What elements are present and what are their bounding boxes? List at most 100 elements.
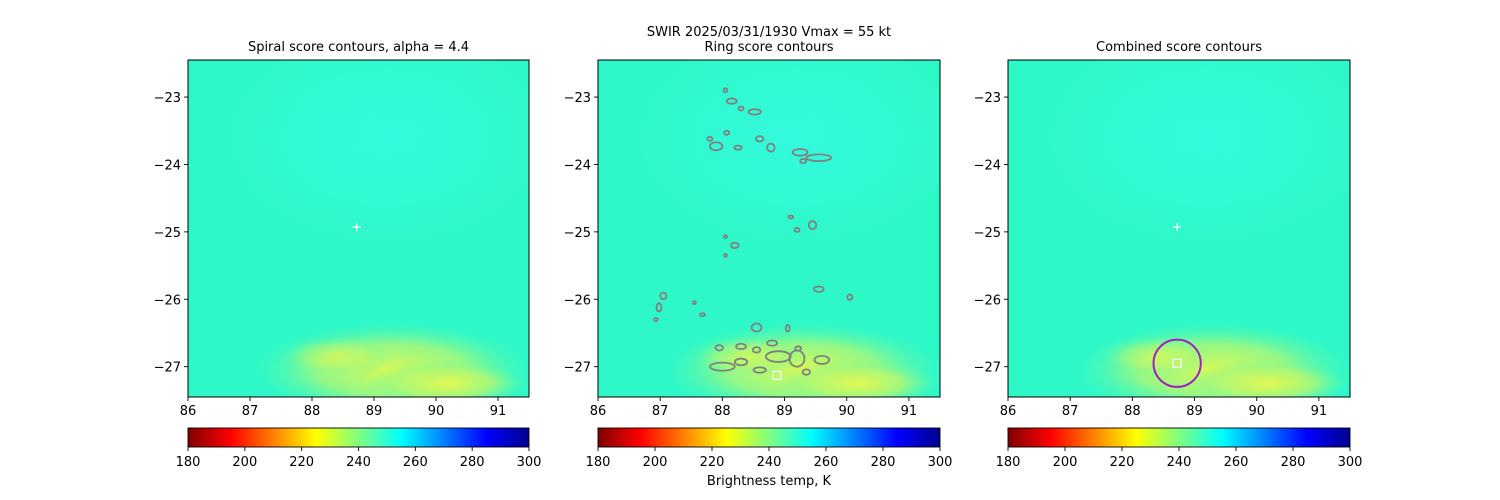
x-tick-label: 86 <box>180 404 197 419</box>
contour-blob <box>659 291 668 301</box>
colorbar-tick-label: 180 <box>176 455 201 470</box>
y-tick-label: −26 <box>974 293 1001 308</box>
y-tick-label: −26 <box>564 293 591 308</box>
contour-blob <box>788 349 806 368</box>
field-cool-region <box>1045 60 1350 246</box>
x-tick-label: 90 <box>838 404 855 419</box>
colorbar-label: Brightness temp, K <box>707 474 832 489</box>
contour-blob <box>709 141 724 152</box>
contour-blob <box>691 300 697 306</box>
contour-blob <box>755 135 765 143</box>
contour-blob <box>764 350 792 363</box>
ring-contours <box>653 87 854 376</box>
contour-blob <box>846 293 854 301</box>
axes-frame <box>1007 59 1351 398</box>
contour-blob <box>733 357 749 367</box>
center-plus-marker <box>352 223 361 232</box>
colorbar-tick-label: 220 <box>289 455 314 470</box>
center-square-marker <box>772 370 782 381</box>
colorbar-tick-label: 240 <box>346 455 371 470</box>
contour-blob <box>801 368 811 376</box>
x-tick-label: 88 <box>714 404 731 419</box>
panel-title: Ring score contours <box>704 40 833 55</box>
colorbar-tick-label: 260 <box>814 455 839 470</box>
contour-blob <box>807 220 818 231</box>
contour-blob <box>725 97 738 105</box>
contour-blob <box>714 344 724 352</box>
contour-blob <box>813 354 831 365</box>
colorbar-tick-label: 300 <box>928 455 953 470</box>
y-tick-label: −27 <box>154 361 181 376</box>
field-warm-core <box>367 359 529 397</box>
contour-blob <box>784 323 791 333</box>
colorbar-tick-label: 300 <box>1338 455 1363 470</box>
contour-blob <box>747 108 762 116</box>
colorbar-tick-label: 280 <box>871 455 896 470</box>
y-tick-label: −23 <box>564 91 591 106</box>
x-tick-label: 86 <box>590 404 607 419</box>
panel-1: Spiral score contours, alpha = 4.4 86 87 88… <box>154 40 530 419</box>
colorbar-tick-label: 280 <box>1281 455 1306 470</box>
contour-blob <box>706 135 714 142</box>
figure-suptitle: SWIR 2025/03/31/1930 Vmax = 55 kt <box>647 25 891 40</box>
x-tick-label: 91 <box>490 404 507 419</box>
panel-3: Combined score contours 86 87 88 89 90 91 −23 −2… <box>974 40 1351 419</box>
x-tick-label: 87 <box>1062 404 1079 419</box>
contour-blob <box>723 253 728 258</box>
contour-blob <box>735 342 747 351</box>
y-tick-label: −24 <box>974 158 1001 173</box>
field-cool-region <box>225 60 529 246</box>
field-cool-region <box>635 60 940 246</box>
brightness-field <box>1008 60 1350 397</box>
brightness-field <box>188 60 529 397</box>
brightness-field <box>598 60 940 397</box>
x-tick-label: 87 <box>242 404 259 419</box>
contour-blob <box>699 312 706 318</box>
x-tick-label: 89 <box>1186 404 1203 419</box>
x-tick-label: 89 <box>776 404 793 419</box>
x-tick-label: 91 <box>901 404 918 419</box>
y-tick-label: −25 <box>564 226 591 241</box>
contour-blob <box>812 285 825 293</box>
contour-blob <box>766 142 776 153</box>
field-warm-patch <box>281 336 393 377</box>
y-tick-label: −24 <box>154 158 181 173</box>
colorbar-tick-label: 180 <box>996 455 1021 470</box>
center-square-marker <box>1172 358 1182 368</box>
contour-blob <box>799 158 808 165</box>
field-warm-core <box>778 359 940 397</box>
axes-frame <box>597 59 941 398</box>
panel-title: Combined score contours <box>1096 40 1262 55</box>
y-tick-label: −27 <box>564 361 591 376</box>
contour-blob <box>722 87 729 94</box>
contour-blob <box>730 241 740 249</box>
y-tick-label: −25 <box>154 226 181 241</box>
colorbar-tick-label: 220 <box>700 455 725 470</box>
contour-blob <box>655 302 663 313</box>
x-tick-label: 89 <box>366 404 383 419</box>
field-warm-patch <box>691 336 804 377</box>
contour-blob <box>733 144 743 151</box>
contour-blob <box>805 153 833 163</box>
colorbar-tick-label: 240 <box>1167 455 1192 470</box>
contour-blob <box>653 317 659 322</box>
colorbar-tick-label: 300 <box>517 455 542 470</box>
contour-blob <box>766 339 778 347</box>
colorbar-tick-label: 200 <box>232 455 257 470</box>
colorbar-tick-label: 260 <box>1224 455 1249 470</box>
colorbar-tick-label: 180 <box>586 455 611 470</box>
colorbar-tick-label: 280 <box>460 455 485 470</box>
contour-blob <box>793 226 801 233</box>
contour-blob <box>709 361 736 372</box>
y-tick-label: −24 <box>564 158 591 173</box>
x-tick-label: 90 <box>428 404 445 419</box>
x-tick-label: 88 <box>304 404 321 419</box>
colorbar-3: 180 200 220 240 260 280 300 <box>996 427 1363 470</box>
colorbar-tick-label: 200 <box>1053 455 1078 470</box>
y-tick-label: −25 <box>974 226 1001 241</box>
contour-blob <box>751 346 762 354</box>
contour-blob <box>737 105 745 112</box>
colorbar-tick-label: 260 <box>403 455 428 470</box>
panel-title: Spiral score contours, alpha = 4.4 <box>248 40 469 55</box>
x-tick-label: 90 <box>1248 404 1265 419</box>
